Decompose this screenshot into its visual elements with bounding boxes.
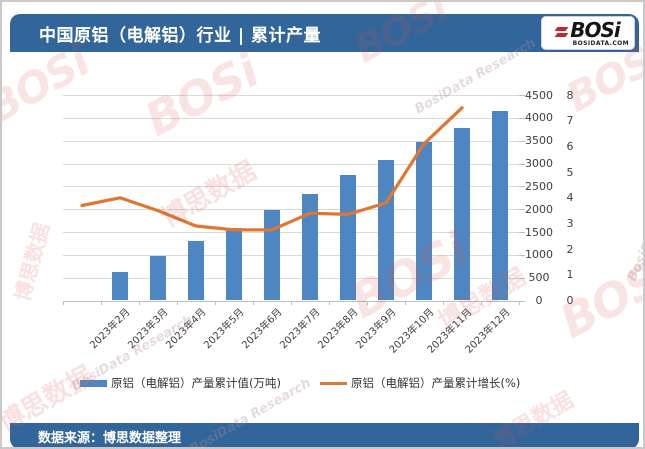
x-axis-tick: [481, 301, 482, 305]
x-axis-tick: [215, 301, 216, 305]
percent-axis-label: 4: [566, 191, 574, 205]
brand-stripes-icon: [554, 26, 569, 37]
brand-logo-text: BOSi: [570, 17, 621, 42]
page-title: 中国原铝（电解铝）行业 | 累计产量: [39, 25, 322, 46]
percent-axis-label: 3: [566, 216, 574, 230]
bar-2023年4月: [188, 240, 204, 301]
data-source-note: 数据来源：博思数据整理: [38, 430, 182, 446]
gridline: [63, 186, 519, 188]
percent-axis-label: 5: [566, 165, 574, 179]
value-axis-label: 4000: [525, 111, 553, 125]
x-axis-tick: [367, 301, 368, 305]
gridline: [63, 277, 519, 279]
percent-axis-label: 0: [566, 294, 574, 307]
value-axis-label: 500: [528, 271, 550, 285]
gridline: [63, 140, 519, 142]
bar-2023年11月: [454, 127, 470, 301]
brand-logo: BOSi BOSIDATA.COM: [541, 16, 635, 50]
x-axis-tick: [405, 301, 406, 305]
value-axis-tick: [519, 95, 525, 96]
x-axis-line: [63, 300, 519, 302]
percent-axis-label: 1: [566, 268, 574, 282]
value-axis-label: 0: [535, 294, 543, 307]
value-axis-tick: [519, 232, 525, 233]
footer-bar: 数据来源：博思数据整理: [10, 423, 639, 447]
value-axis-label: 2000: [525, 202, 553, 216]
brand-logo-row: BOSi: [554, 17, 621, 42]
percent-axis-label: 6: [566, 139, 574, 153]
x-axis-tick: [101, 301, 102, 305]
line-series-label: 原铝（电解铝）产量累计增长(%): [351, 376, 521, 390]
gridline: [63, 209, 519, 211]
bar-2023年8月: [340, 175, 356, 301]
gridline: [63, 254, 519, 256]
value-axis-tick: [519, 186, 525, 188]
x-axis-tick: [443, 301, 444, 305]
bar-2023年6月: [264, 209, 280, 301]
bar-2023年10月: [416, 142, 432, 301]
value-axis-label: 1500: [525, 225, 553, 239]
bar-series-label: 原铝（电解铝）产量累计值(万吨): [111, 376, 281, 390]
value-axis-label: 3500: [525, 134, 553, 148]
x-axis-tick: [329, 301, 330, 305]
header-bar: 中国原铝（电解铝）行业 | 累计产量 BOSi BOSIDATA.COM: [10, 14, 639, 52]
value-axis-label: 4500: [525, 88, 553, 102]
value-axis-label: 1000: [525, 248, 553, 262]
bar-2023年2月: [112, 272, 128, 301]
gridline: [63, 232, 519, 233]
value-axis-tick: [519, 209, 525, 211]
gridline: [63, 95, 519, 96]
percent-axis-label: 2: [566, 242, 574, 256]
legend-item-growth: 原铝（电解铝）产量累计增长(%): [320, 375, 520, 391]
line-series-swatch: [320, 381, 347, 385]
bar-2023年7月: [302, 193, 318, 301]
percent-axis-label: 7: [566, 114, 574, 128]
bar-2023年5月: [226, 227, 242, 301]
value-axis-label: 3000: [525, 157, 553, 170]
legend-item-production: 原铝（电解铝）产量累计值(万吨): [80, 375, 281, 391]
x-axis-tick: [519, 301, 520, 305]
gridline: [63, 117, 519, 119]
value-axis-label: 2500: [525, 179, 553, 193]
x-axis-tick: [63, 301, 64, 305]
growth-line-path: [80, 106, 464, 232]
bar-2023年12月: [492, 110, 508, 301]
value-axis-tick: [519, 140, 525, 142]
bar-2023年3月: [150, 255, 166, 301]
value-axis-tick: [519, 117, 525, 119]
gridline: [63, 163, 519, 165]
brand-logo-domain: BOSIDATA.COM: [572, 39, 629, 47]
x-axis-tick: [291, 301, 292, 305]
x-axis-tick: [253, 301, 254, 305]
value-axis-tick: [519, 300, 525, 302]
x-axis-tick: [177, 301, 178, 305]
percent-axis-label: 8: [566, 88, 574, 102]
bar-series-swatch: [80, 379, 107, 387]
value-axis-tick: [519, 277, 525, 279]
x-axis-tick: [139, 301, 140, 305]
value-axis-tick: [519, 254, 525, 256]
value-axis-tick: [519, 163, 525, 165]
